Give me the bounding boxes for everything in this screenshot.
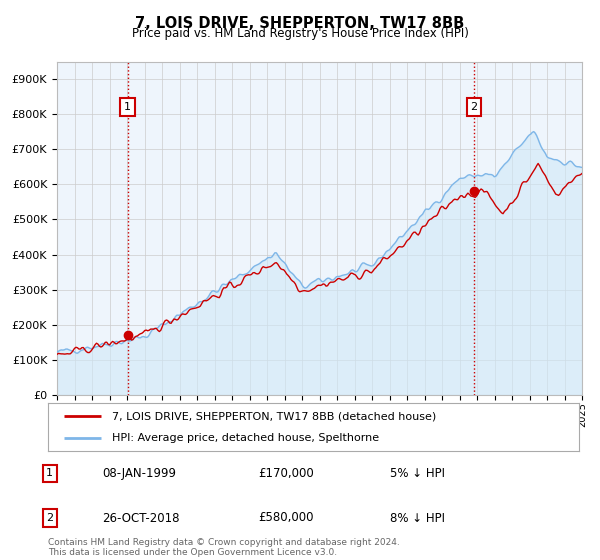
Text: Price paid vs. HM Land Registry's House Price Index (HPI): Price paid vs. HM Land Registry's House … (131, 27, 469, 40)
Text: 7, LOIS DRIVE, SHEPPERTON, TW17 8BB: 7, LOIS DRIVE, SHEPPERTON, TW17 8BB (136, 16, 464, 31)
Text: HPI: Average price, detached house, Spelthorne: HPI: Average price, detached house, Spel… (112, 433, 379, 443)
Text: Contains HM Land Registry data © Crown copyright and database right 2024.
This d: Contains HM Land Registry data © Crown c… (48, 538, 400, 557)
Text: 5% ↓ HPI: 5% ↓ HPI (390, 466, 445, 480)
Text: 1: 1 (124, 102, 131, 112)
Text: 8% ↓ HPI: 8% ↓ HPI (390, 511, 445, 525)
Text: 1: 1 (46, 468, 53, 478)
Text: £580,000: £580,000 (258, 511, 314, 525)
Text: 08-JAN-1999: 08-JAN-1999 (102, 466, 176, 480)
Text: £170,000: £170,000 (258, 466, 314, 480)
Text: 26-OCT-2018: 26-OCT-2018 (102, 511, 179, 525)
Text: 7, LOIS DRIVE, SHEPPERTON, TW17 8BB (detached house): 7, LOIS DRIVE, SHEPPERTON, TW17 8BB (det… (112, 411, 436, 421)
Text: 2: 2 (470, 102, 478, 112)
Text: 2: 2 (46, 513, 53, 523)
